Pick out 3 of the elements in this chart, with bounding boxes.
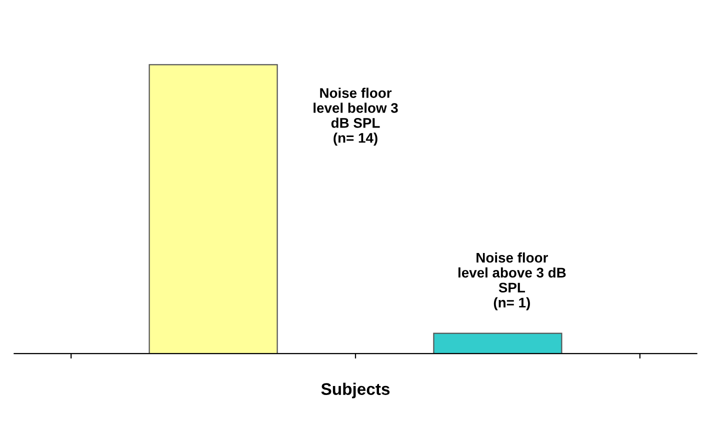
annotation: Noise floor level above 3 dB SPL (n= 1) bbox=[458, 252, 566, 310]
x-axis-title: Subjects bbox=[321, 382, 390, 398]
annotation: Noise floor level below 3 dB SPL (n= 14) bbox=[314, 88, 398, 146]
